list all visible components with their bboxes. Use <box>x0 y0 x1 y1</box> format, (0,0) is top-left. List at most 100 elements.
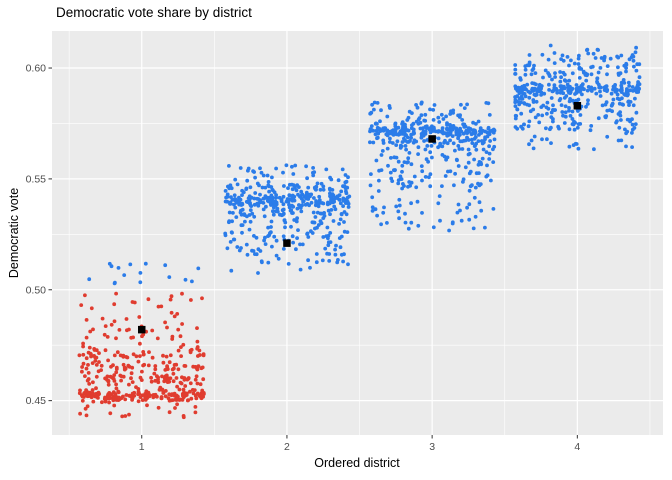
data-point <box>252 196 257 201</box>
data-point <box>107 391 112 395</box>
data-point <box>445 141 450 146</box>
data-point <box>180 291 184 296</box>
data-point <box>192 388 197 392</box>
data-point <box>112 281 117 286</box>
data-point <box>526 124 531 129</box>
data-point <box>126 327 131 332</box>
data-point <box>225 246 230 251</box>
data-point <box>341 204 345 209</box>
data-point <box>551 119 555 124</box>
data-point <box>599 56 604 60</box>
data-point <box>533 93 538 98</box>
data-point <box>491 207 496 211</box>
data-point <box>140 369 144 374</box>
data-point <box>578 113 583 117</box>
data-point <box>225 192 230 197</box>
data-point <box>102 332 107 337</box>
data-point <box>258 166 262 171</box>
data-point <box>270 175 274 180</box>
data-point <box>310 231 315 235</box>
data-point <box>626 92 630 97</box>
data-point <box>305 176 309 181</box>
data-point <box>84 388 88 393</box>
data-point <box>479 139 484 143</box>
data-point <box>527 142 531 147</box>
data-point <box>97 360 101 364</box>
data-point <box>166 376 171 381</box>
data-point <box>194 393 198 398</box>
data-point <box>440 184 444 189</box>
data-point <box>372 100 377 105</box>
data-point <box>385 146 390 151</box>
data-point <box>231 211 235 215</box>
data-point <box>89 354 93 359</box>
data-point <box>196 354 200 358</box>
data-point <box>155 336 160 341</box>
data-point <box>86 371 91 375</box>
data-point <box>392 168 397 173</box>
data-point <box>547 82 551 87</box>
data-point <box>182 364 187 368</box>
data-point <box>84 413 89 418</box>
data-point <box>389 156 393 160</box>
data-point <box>632 88 637 93</box>
data-point <box>245 178 250 183</box>
data-point <box>397 197 402 202</box>
data-point <box>164 354 169 359</box>
data-point <box>576 56 581 61</box>
data-point <box>563 79 568 83</box>
data-point <box>565 55 570 59</box>
data-point <box>267 189 271 194</box>
data-point <box>122 367 127 372</box>
data-point <box>170 337 175 341</box>
data-point <box>121 374 126 379</box>
data-point <box>309 200 314 205</box>
data-point <box>129 371 134 376</box>
data-point <box>405 140 410 144</box>
data-point <box>97 392 101 396</box>
data-point <box>514 86 519 90</box>
data-point <box>425 138 430 142</box>
data-point <box>119 378 123 383</box>
data-point <box>517 96 522 101</box>
data-point <box>400 186 404 191</box>
data-point <box>635 62 640 67</box>
data-point <box>452 183 456 188</box>
data-point <box>298 205 302 210</box>
data-point <box>529 138 534 143</box>
data-point <box>313 186 318 191</box>
data-point <box>462 106 467 110</box>
data-point <box>327 259 332 263</box>
data-point <box>438 218 442 223</box>
data-point <box>230 219 235 224</box>
data-point <box>562 96 567 100</box>
data-point <box>266 260 271 265</box>
data-point <box>368 111 373 116</box>
data-point <box>264 204 268 209</box>
data-point <box>223 199 228 204</box>
data-point <box>269 219 274 224</box>
data-point <box>245 252 250 257</box>
data-point <box>445 123 449 127</box>
data-point <box>171 379 176 384</box>
x-tick-label: 1 <box>139 441 145 453</box>
data-point <box>253 191 258 195</box>
mean-marker <box>428 135 436 143</box>
data-point <box>409 135 413 140</box>
data-point <box>247 227 252 232</box>
data-point <box>576 122 581 126</box>
data-point <box>198 394 203 399</box>
data-point <box>238 197 243 202</box>
data-point <box>370 209 375 213</box>
data-point <box>605 64 610 68</box>
data-point <box>106 358 110 363</box>
data-point <box>104 376 109 381</box>
data-point <box>293 163 298 168</box>
data-point <box>234 215 239 220</box>
data-point <box>332 204 337 209</box>
data-point <box>552 83 557 87</box>
data-point <box>142 362 147 367</box>
data-point <box>160 374 164 379</box>
data-point <box>140 398 145 402</box>
data-point <box>431 118 436 122</box>
